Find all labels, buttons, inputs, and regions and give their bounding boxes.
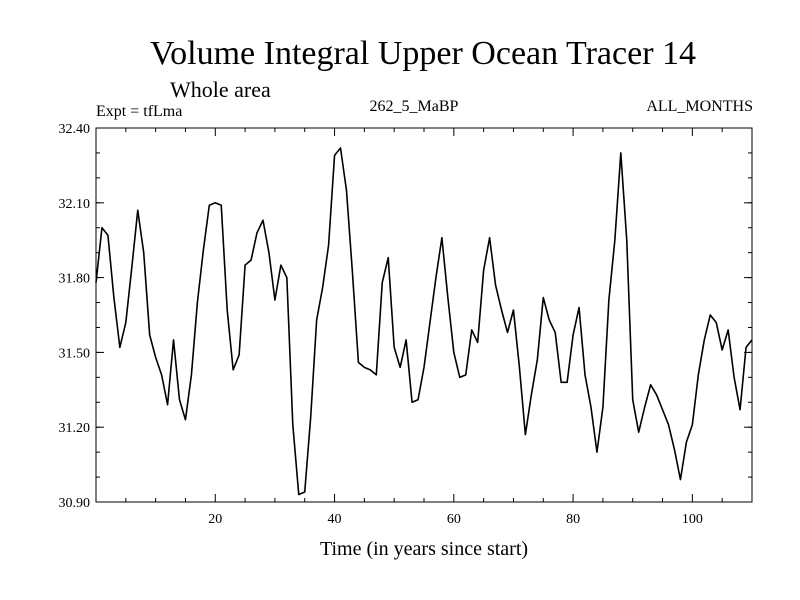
plot-frame (95, 127, 753, 503)
series-line (95, 147, 753, 496)
y-tick-label: 30.90 (59, 496, 91, 511)
x-axis: 20 40 60 80 100 (125, 128, 753, 527)
y-tick-label: 31.50 (59, 346, 91, 361)
run-label: 262_5_MaBP (370, 98, 459, 115)
period-label: ALL_MONTHS (646, 98, 753, 115)
x-tick-label: 80 (566, 512, 580, 527)
x-tick-label: 20 (208, 512, 222, 527)
series-layer (95, 147, 753, 496)
y-tick-label: 31.20 (59, 421, 91, 436)
x-tick-label: 40 (328, 512, 342, 527)
x-tick-label: 60 (447, 512, 461, 527)
y-tick-label: 32.40 (59, 122, 91, 137)
x-tick-label: 100 (682, 512, 703, 527)
y-tick-label: 31.80 (59, 272, 91, 287)
x-axis-label: Time (in years since start) (320, 538, 528, 560)
chart-subtitle: Whole area (170, 77, 271, 102)
chart-title: Volume Integral Upper Ocean Tracer 14 (150, 35, 696, 72)
expt-label: Expt = tfLma (96, 103, 182, 120)
y-tick-label: 32.10 (59, 197, 91, 212)
y-axis: 30.90 31.20 31.50 31.80 32.10 32.40 (59, 122, 752, 511)
